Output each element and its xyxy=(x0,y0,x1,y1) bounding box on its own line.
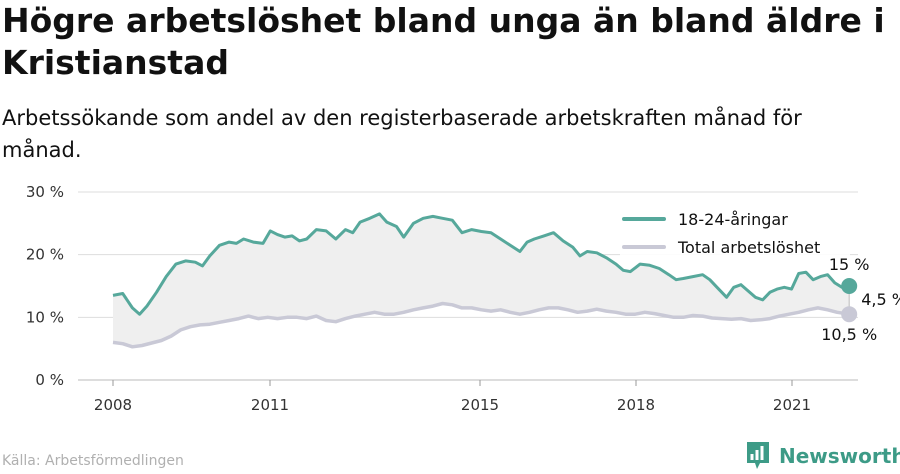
brand-name: Newsworthy xyxy=(779,444,900,468)
chart-subtitle: Arbetssökande som andel av den registerb… xyxy=(2,106,802,162)
brand-logo[interactable]: Newsworthy xyxy=(745,441,900,471)
y-tick-label: 30 % xyxy=(26,183,64,201)
x-axis: 2008 2011 2015 2018 2021 xyxy=(94,380,811,414)
gap-label: 4,5 % xyxy=(861,290,900,309)
series-line-youth xyxy=(112,212,850,316)
x-tick-label: 2008 xyxy=(94,396,132,414)
x-tick-label: 2015 xyxy=(461,396,499,414)
x-tick-label: 2021 xyxy=(773,396,811,414)
end-labels: 15 % 10,5 % 4,5 % xyxy=(821,255,900,344)
y-tick-label: 20 % xyxy=(26,246,64,264)
gap-band xyxy=(113,213,850,347)
x-tick-label: 2018 xyxy=(617,396,655,414)
gap-area xyxy=(113,213,850,347)
y-tick-label: 10 % xyxy=(26,308,64,326)
source-note: Källa: Arbetsförmedlingen xyxy=(2,453,184,469)
series-end-marker-total xyxy=(841,306,858,323)
series-lines xyxy=(112,212,850,349)
legend: 18-24-åringar Total arbetslöshet xyxy=(620,205,850,257)
legend-label: 18-24-åringar xyxy=(678,210,788,229)
chart-title: Högre arbetslöshet bland unga än bland ä… xyxy=(2,1,885,82)
x-tick-label: 2011 xyxy=(251,396,289,414)
series-line-total xyxy=(112,301,850,349)
y-axis: 0 % 10 % 20 % 30 % xyxy=(26,183,64,389)
end-label-total: 10,5 % xyxy=(821,325,877,344)
legend-label: Total arbetslöshet xyxy=(677,238,820,257)
bar-chart-badge-icon xyxy=(747,442,769,469)
series-end-marker-youth xyxy=(841,278,858,294)
y-tick-label: 0 % xyxy=(35,371,64,389)
end-label-youth: 15 % xyxy=(829,255,870,274)
